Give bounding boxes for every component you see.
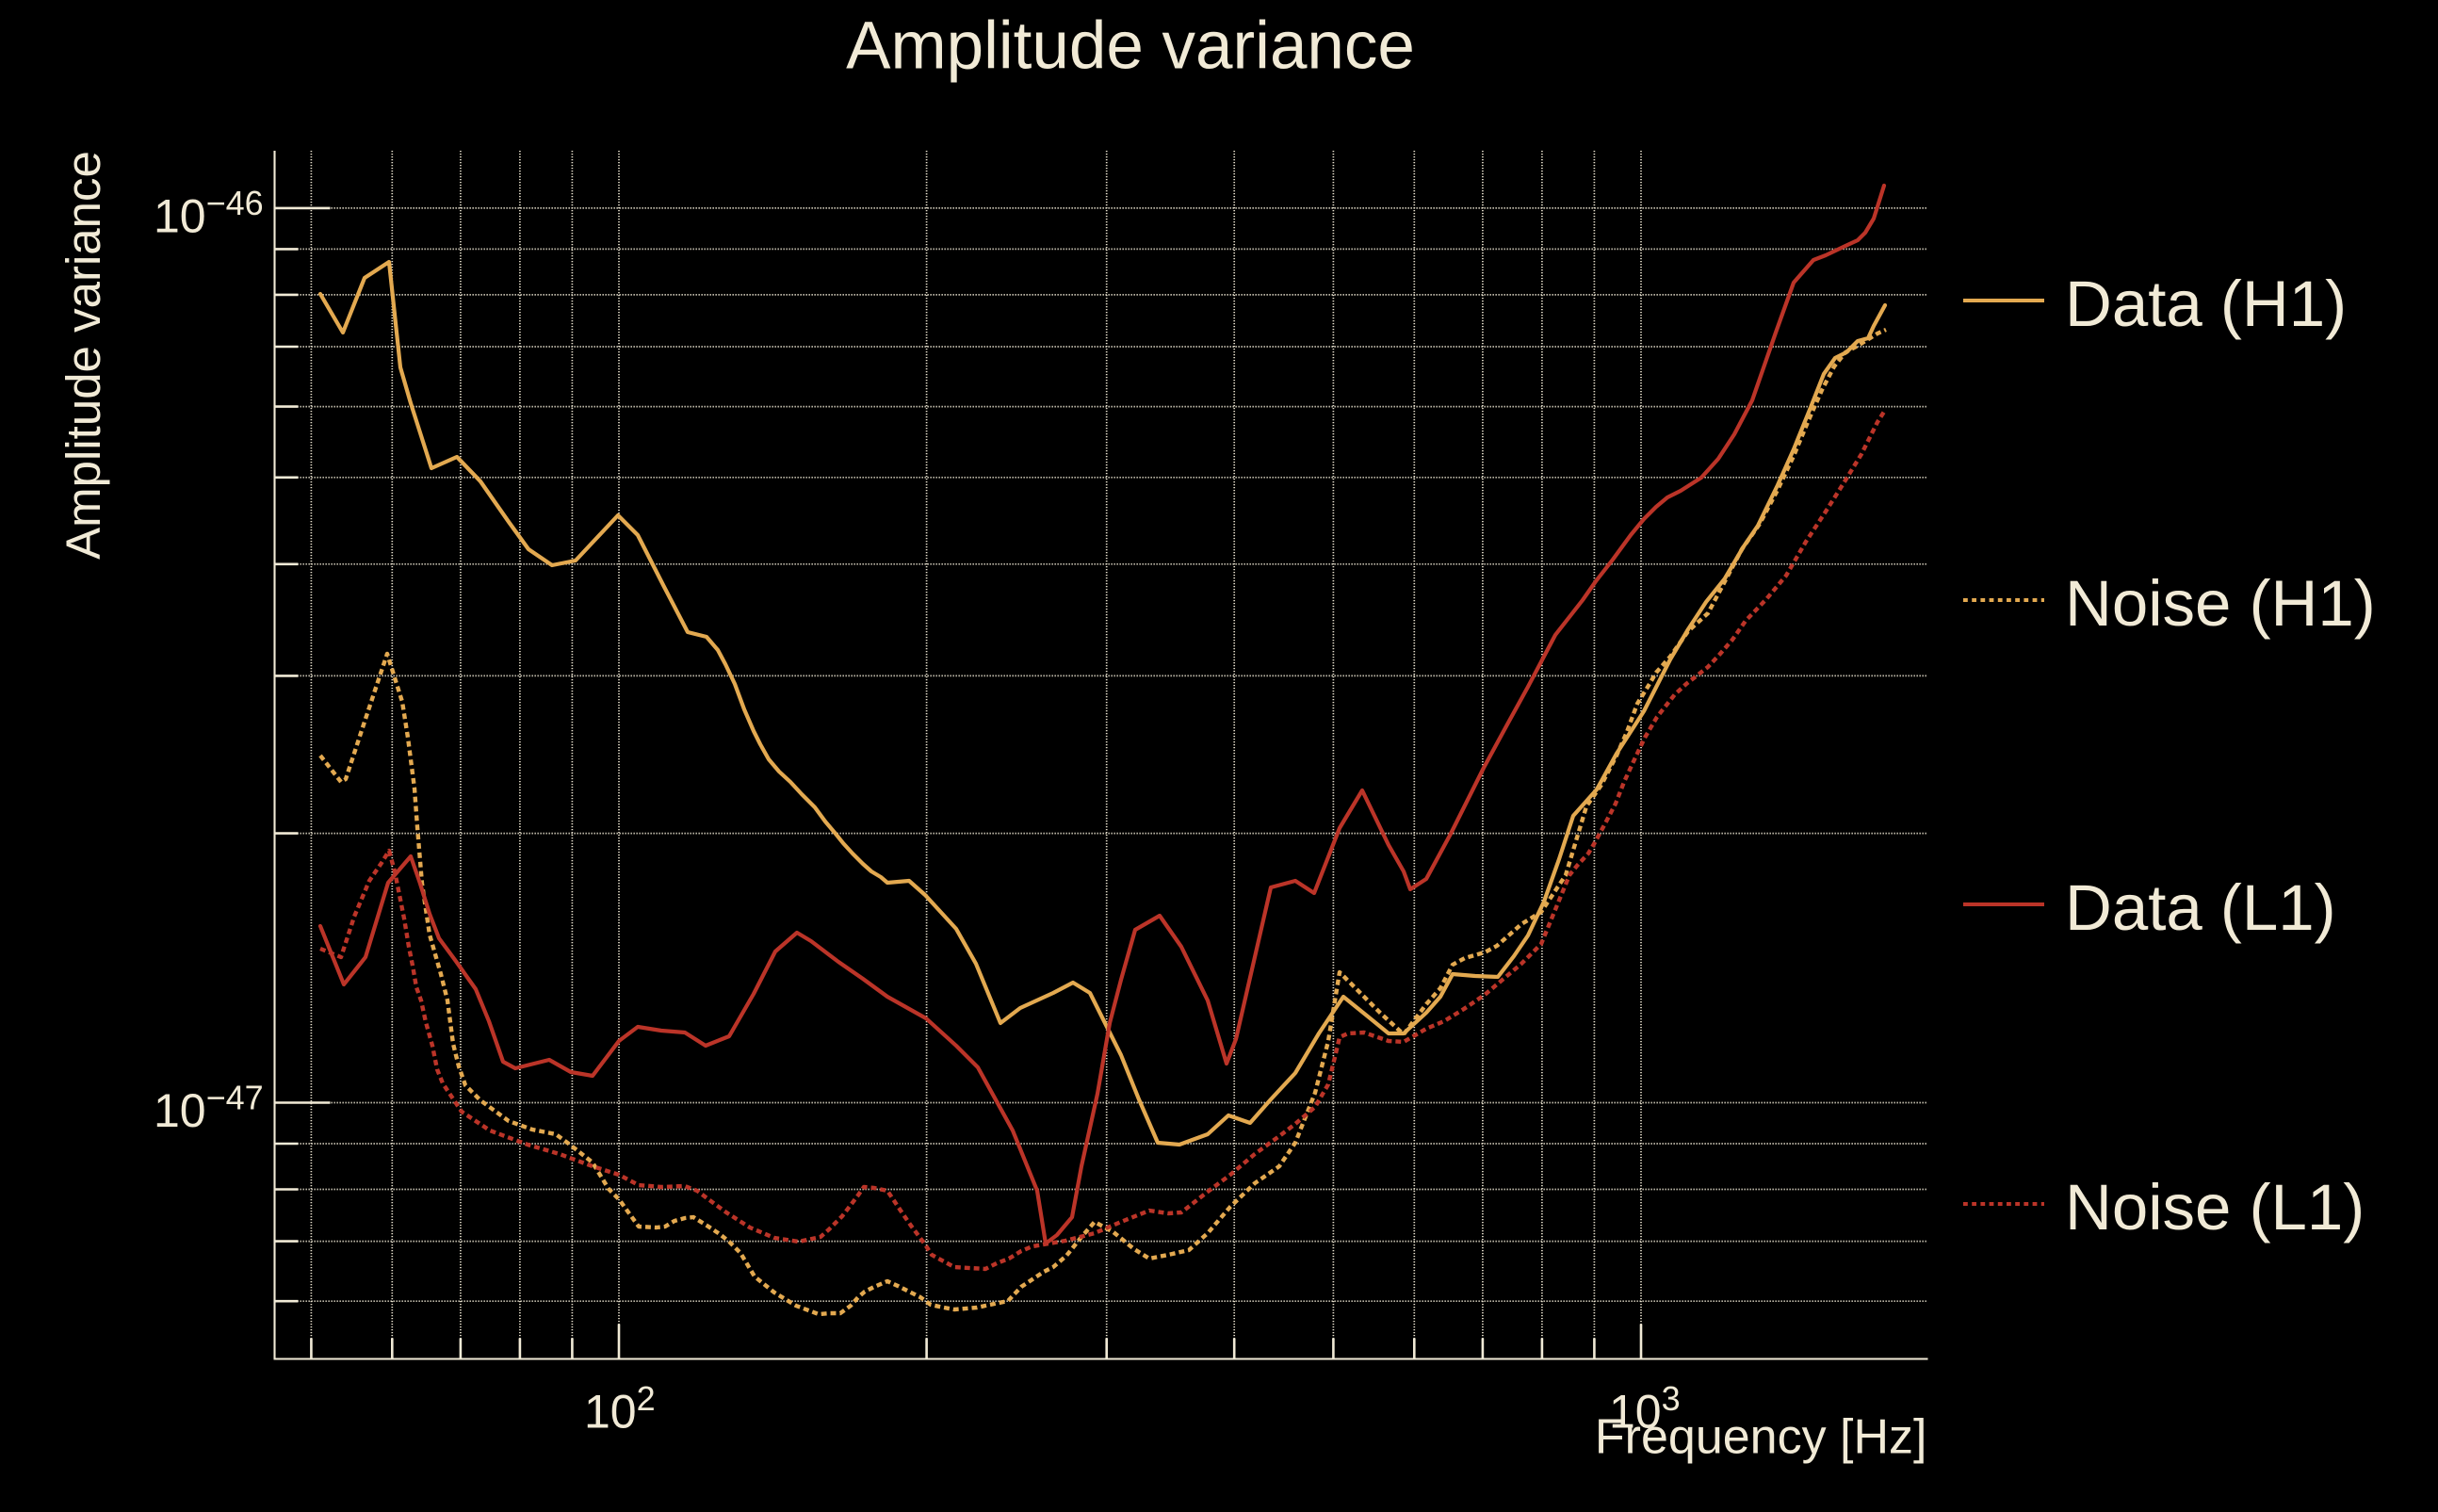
svg-text:Amplitude variance: Amplitude variance — [846, 9, 1415, 84]
svg-text:Data (L1): Data (L1) — [2065, 871, 2336, 944]
svg-text:Amplitude variance: Amplitude variance — [57, 151, 110, 560]
svg-text:Noise (H1): Noise (H1) — [2065, 567, 2376, 640]
svg-text:Data (H1): Data (H1) — [2065, 268, 2347, 340]
svg-text:Frequency [Hz]: Frequency [Hz] — [1595, 1410, 1927, 1465]
svg-text:102: 102 — [584, 1379, 656, 1439]
svg-text:Noise (L1): Noise (L1) — [2065, 1171, 2365, 1244]
